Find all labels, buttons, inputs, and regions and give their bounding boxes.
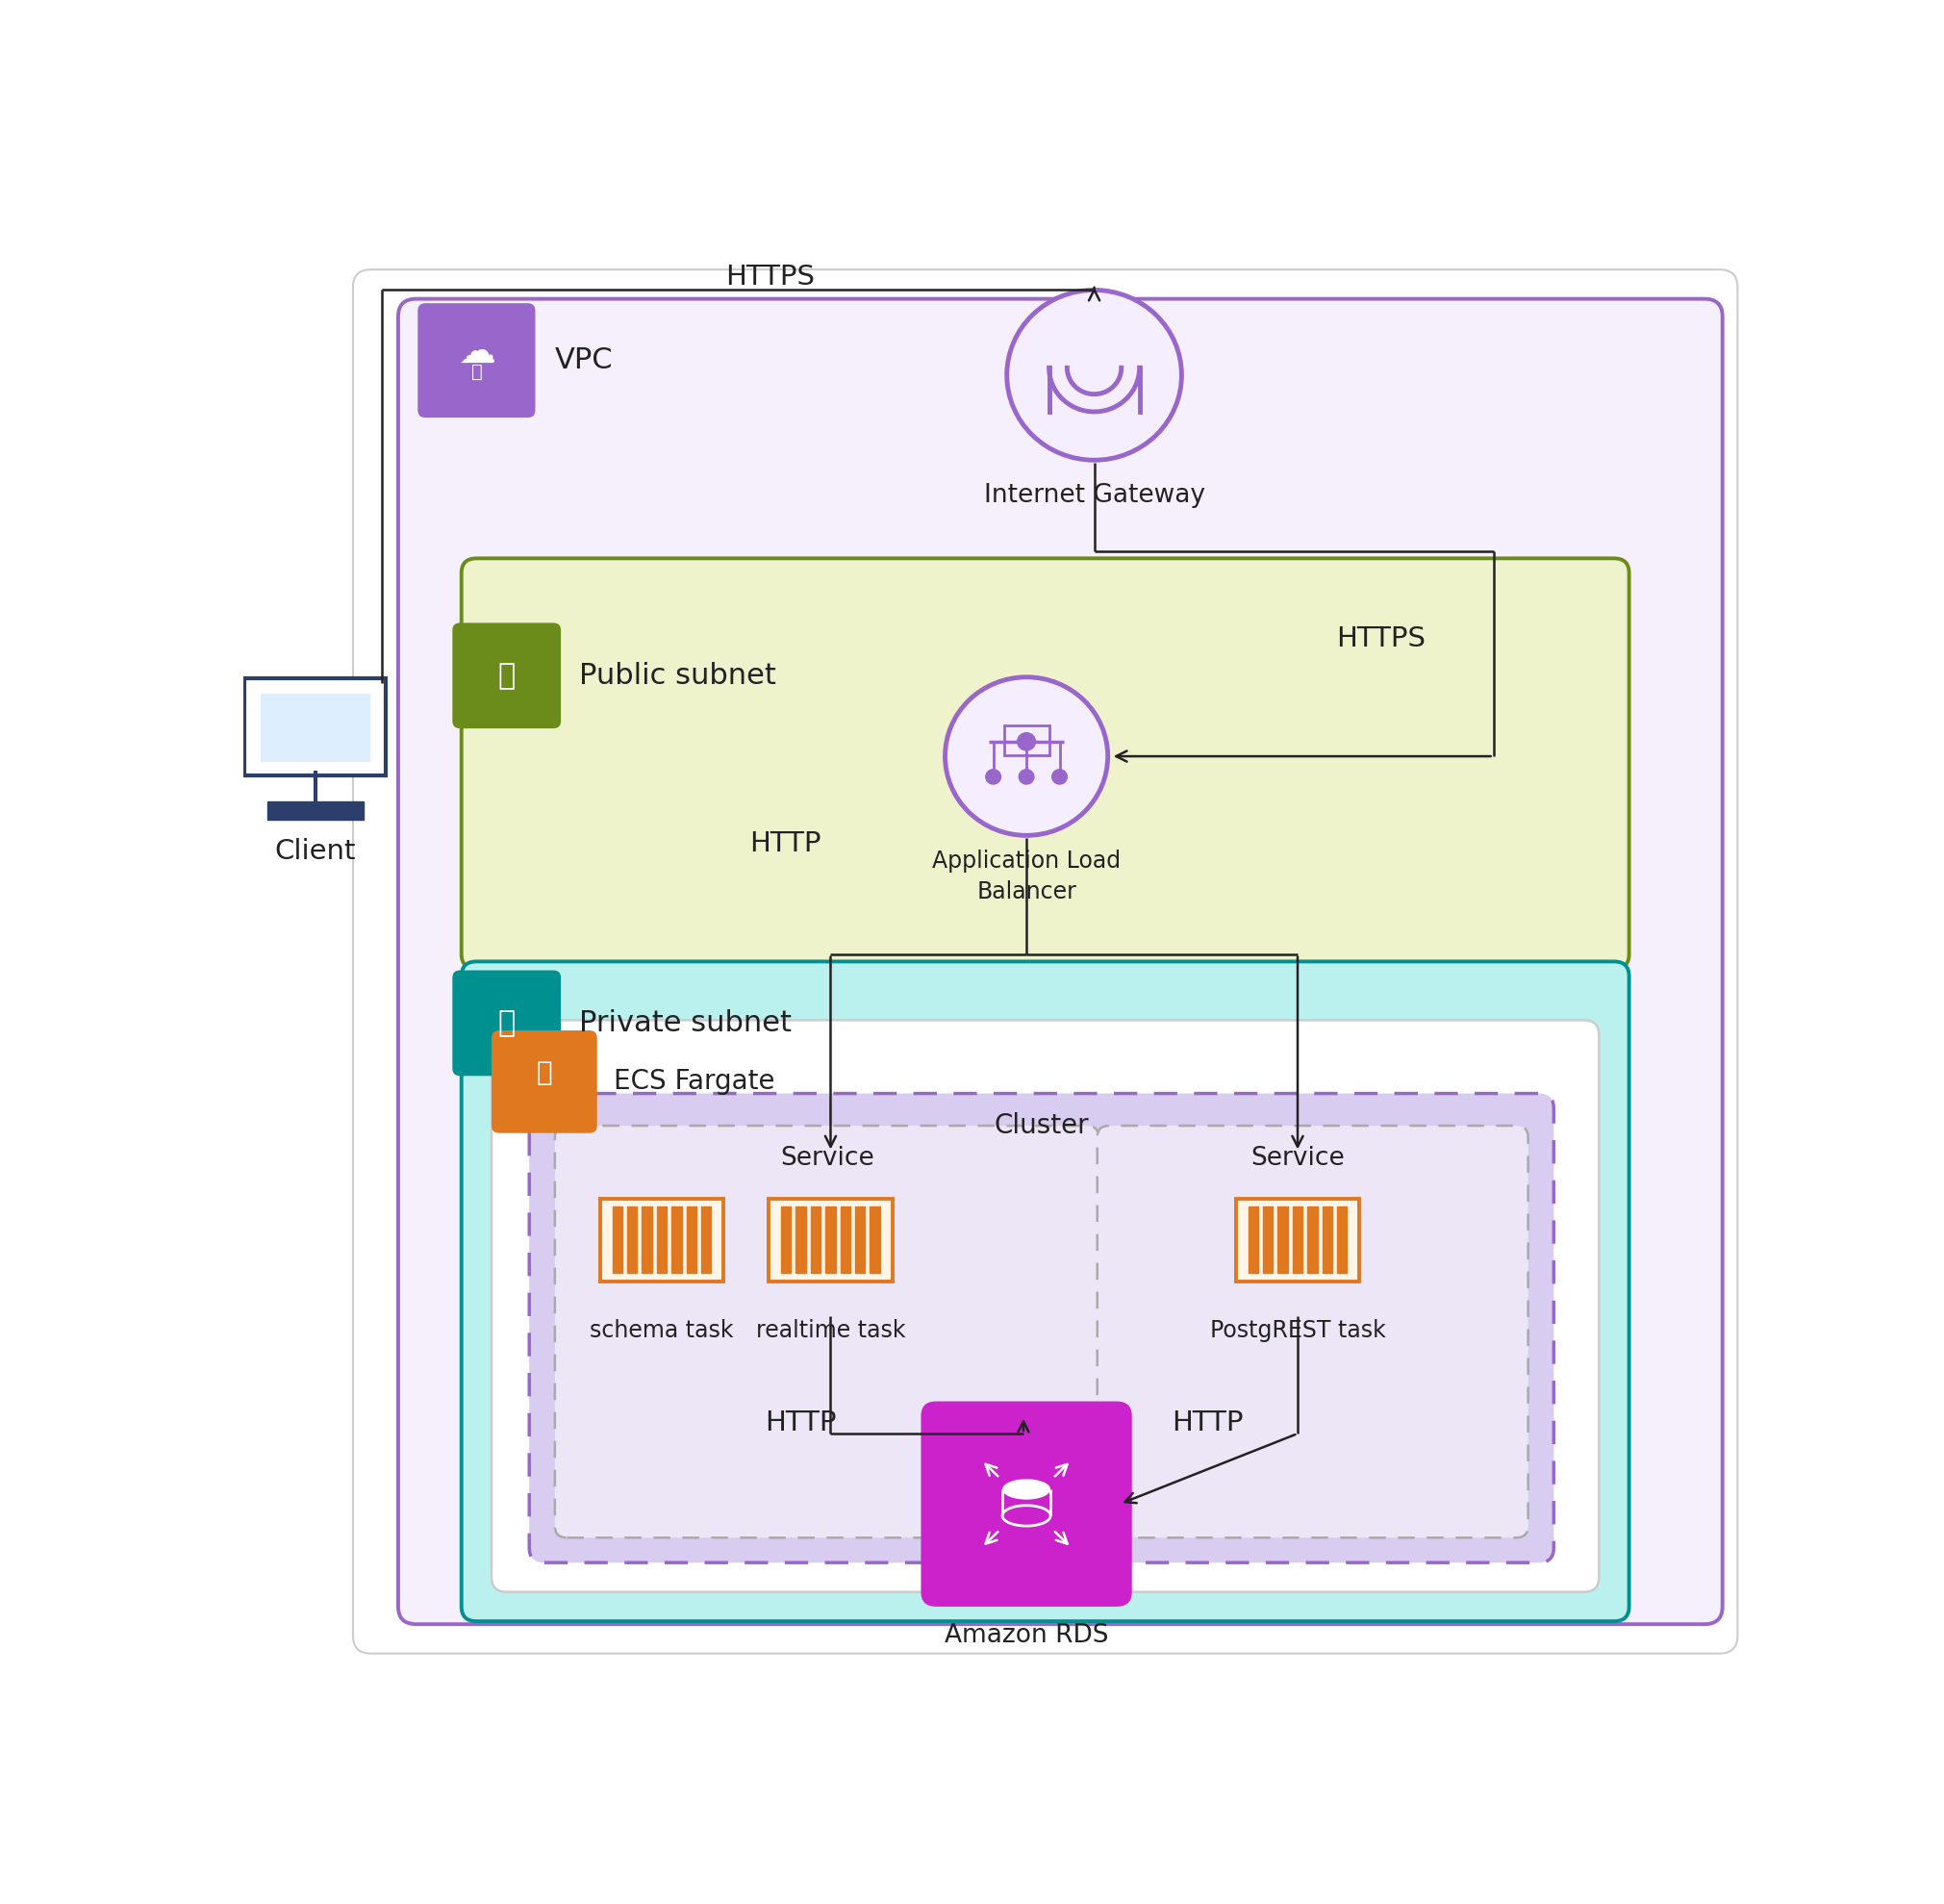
FancyBboxPatch shape bbox=[418, 303, 535, 417]
Text: schema task: schema task bbox=[589, 1319, 733, 1342]
FancyBboxPatch shape bbox=[453, 971, 562, 1076]
Text: realtime task: realtime task bbox=[756, 1319, 906, 1342]
Circle shape bbox=[1007, 289, 1182, 461]
Bar bbox=[671, 1207, 682, 1274]
Text: Amazon RDS: Amazon RDS bbox=[945, 1624, 1108, 1649]
Bar bbox=[702, 1207, 712, 1274]
Circle shape bbox=[1052, 769, 1067, 784]
Bar bbox=[642, 1207, 651, 1274]
Text: Client: Client bbox=[274, 838, 356, 864]
Bar bbox=[1322, 1207, 1332, 1274]
Circle shape bbox=[986, 769, 1001, 784]
Text: HTTPS: HTTPS bbox=[1336, 626, 1425, 653]
Text: Service: Service bbox=[1250, 1146, 1345, 1171]
FancyBboxPatch shape bbox=[354, 270, 1738, 1653]
Text: 🛡: 🛡 bbox=[470, 364, 482, 381]
Bar bbox=[1264, 1207, 1273, 1274]
Text: Public subnet: Public subnet bbox=[579, 663, 776, 689]
Text: 🔒: 🔒 bbox=[498, 1009, 515, 1038]
FancyBboxPatch shape bbox=[921, 1401, 1131, 1607]
Circle shape bbox=[1017, 733, 1036, 750]
FancyBboxPatch shape bbox=[601, 1200, 723, 1281]
Bar bbox=[840, 1207, 850, 1274]
FancyBboxPatch shape bbox=[492, 1021, 1600, 1592]
Bar bbox=[1308, 1207, 1318, 1274]
Text: ECS Fargate: ECS Fargate bbox=[614, 1068, 776, 1095]
FancyBboxPatch shape bbox=[554, 1125, 1098, 1538]
Text: Private subnet: Private subnet bbox=[579, 1009, 791, 1038]
Ellipse shape bbox=[1003, 1479, 1050, 1500]
Bar bbox=[781, 1207, 791, 1274]
Bar bbox=[811, 1207, 820, 1274]
Bar bbox=[686, 1207, 696, 1274]
Text: HTTP: HTTP bbox=[750, 830, 820, 857]
Bar bbox=[871, 1207, 881, 1274]
FancyBboxPatch shape bbox=[399, 299, 1722, 1624]
Text: Service: Service bbox=[781, 1146, 875, 1171]
Text: HTTP: HTTP bbox=[764, 1409, 836, 1438]
Bar bbox=[1277, 1207, 1287, 1274]
Bar bbox=[1248, 1207, 1258, 1274]
Text: 🔒: 🔒 bbox=[498, 663, 515, 689]
Text: Internet Gateway: Internet Gateway bbox=[984, 484, 1205, 508]
Bar bbox=[657, 1207, 667, 1274]
Bar bbox=[1337, 1207, 1347, 1274]
Text: HTTPS: HTTPS bbox=[725, 263, 815, 289]
Text: Application Load
Balancer: Application Load Balancer bbox=[931, 849, 1122, 902]
Bar bbox=[612, 1207, 622, 1274]
FancyBboxPatch shape bbox=[768, 1200, 892, 1281]
FancyBboxPatch shape bbox=[1096, 1125, 1528, 1538]
FancyBboxPatch shape bbox=[453, 623, 562, 729]
Text: HTTP: HTTP bbox=[1172, 1409, 1242, 1438]
Bar bbox=[260, 693, 369, 762]
Bar bbox=[1293, 1207, 1302, 1274]
FancyBboxPatch shape bbox=[1236, 1200, 1359, 1281]
FancyBboxPatch shape bbox=[492, 1030, 597, 1133]
Text: ☁: ☁ bbox=[459, 333, 496, 369]
Circle shape bbox=[1019, 769, 1034, 784]
FancyBboxPatch shape bbox=[245, 678, 387, 775]
FancyBboxPatch shape bbox=[461, 962, 1629, 1622]
Bar bbox=[628, 1207, 638, 1274]
Text: Cluster: Cluster bbox=[993, 1112, 1089, 1139]
Bar bbox=[855, 1207, 865, 1274]
Bar bbox=[826, 1207, 836, 1274]
Text: 📦: 📦 bbox=[537, 1059, 552, 1087]
Circle shape bbox=[945, 678, 1108, 836]
Text: VPC: VPC bbox=[554, 347, 612, 375]
FancyBboxPatch shape bbox=[461, 558, 1629, 969]
Bar bbox=[795, 1207, 807, 1274]
FancyBboxPatch shape bbox=[529, 1093, 1553, 1563]
Text: PostgREST task: PostgREST task bbox=[1209, 1319, 1386, 1342]
Bar bbox=[266, 802, 364, 819]
